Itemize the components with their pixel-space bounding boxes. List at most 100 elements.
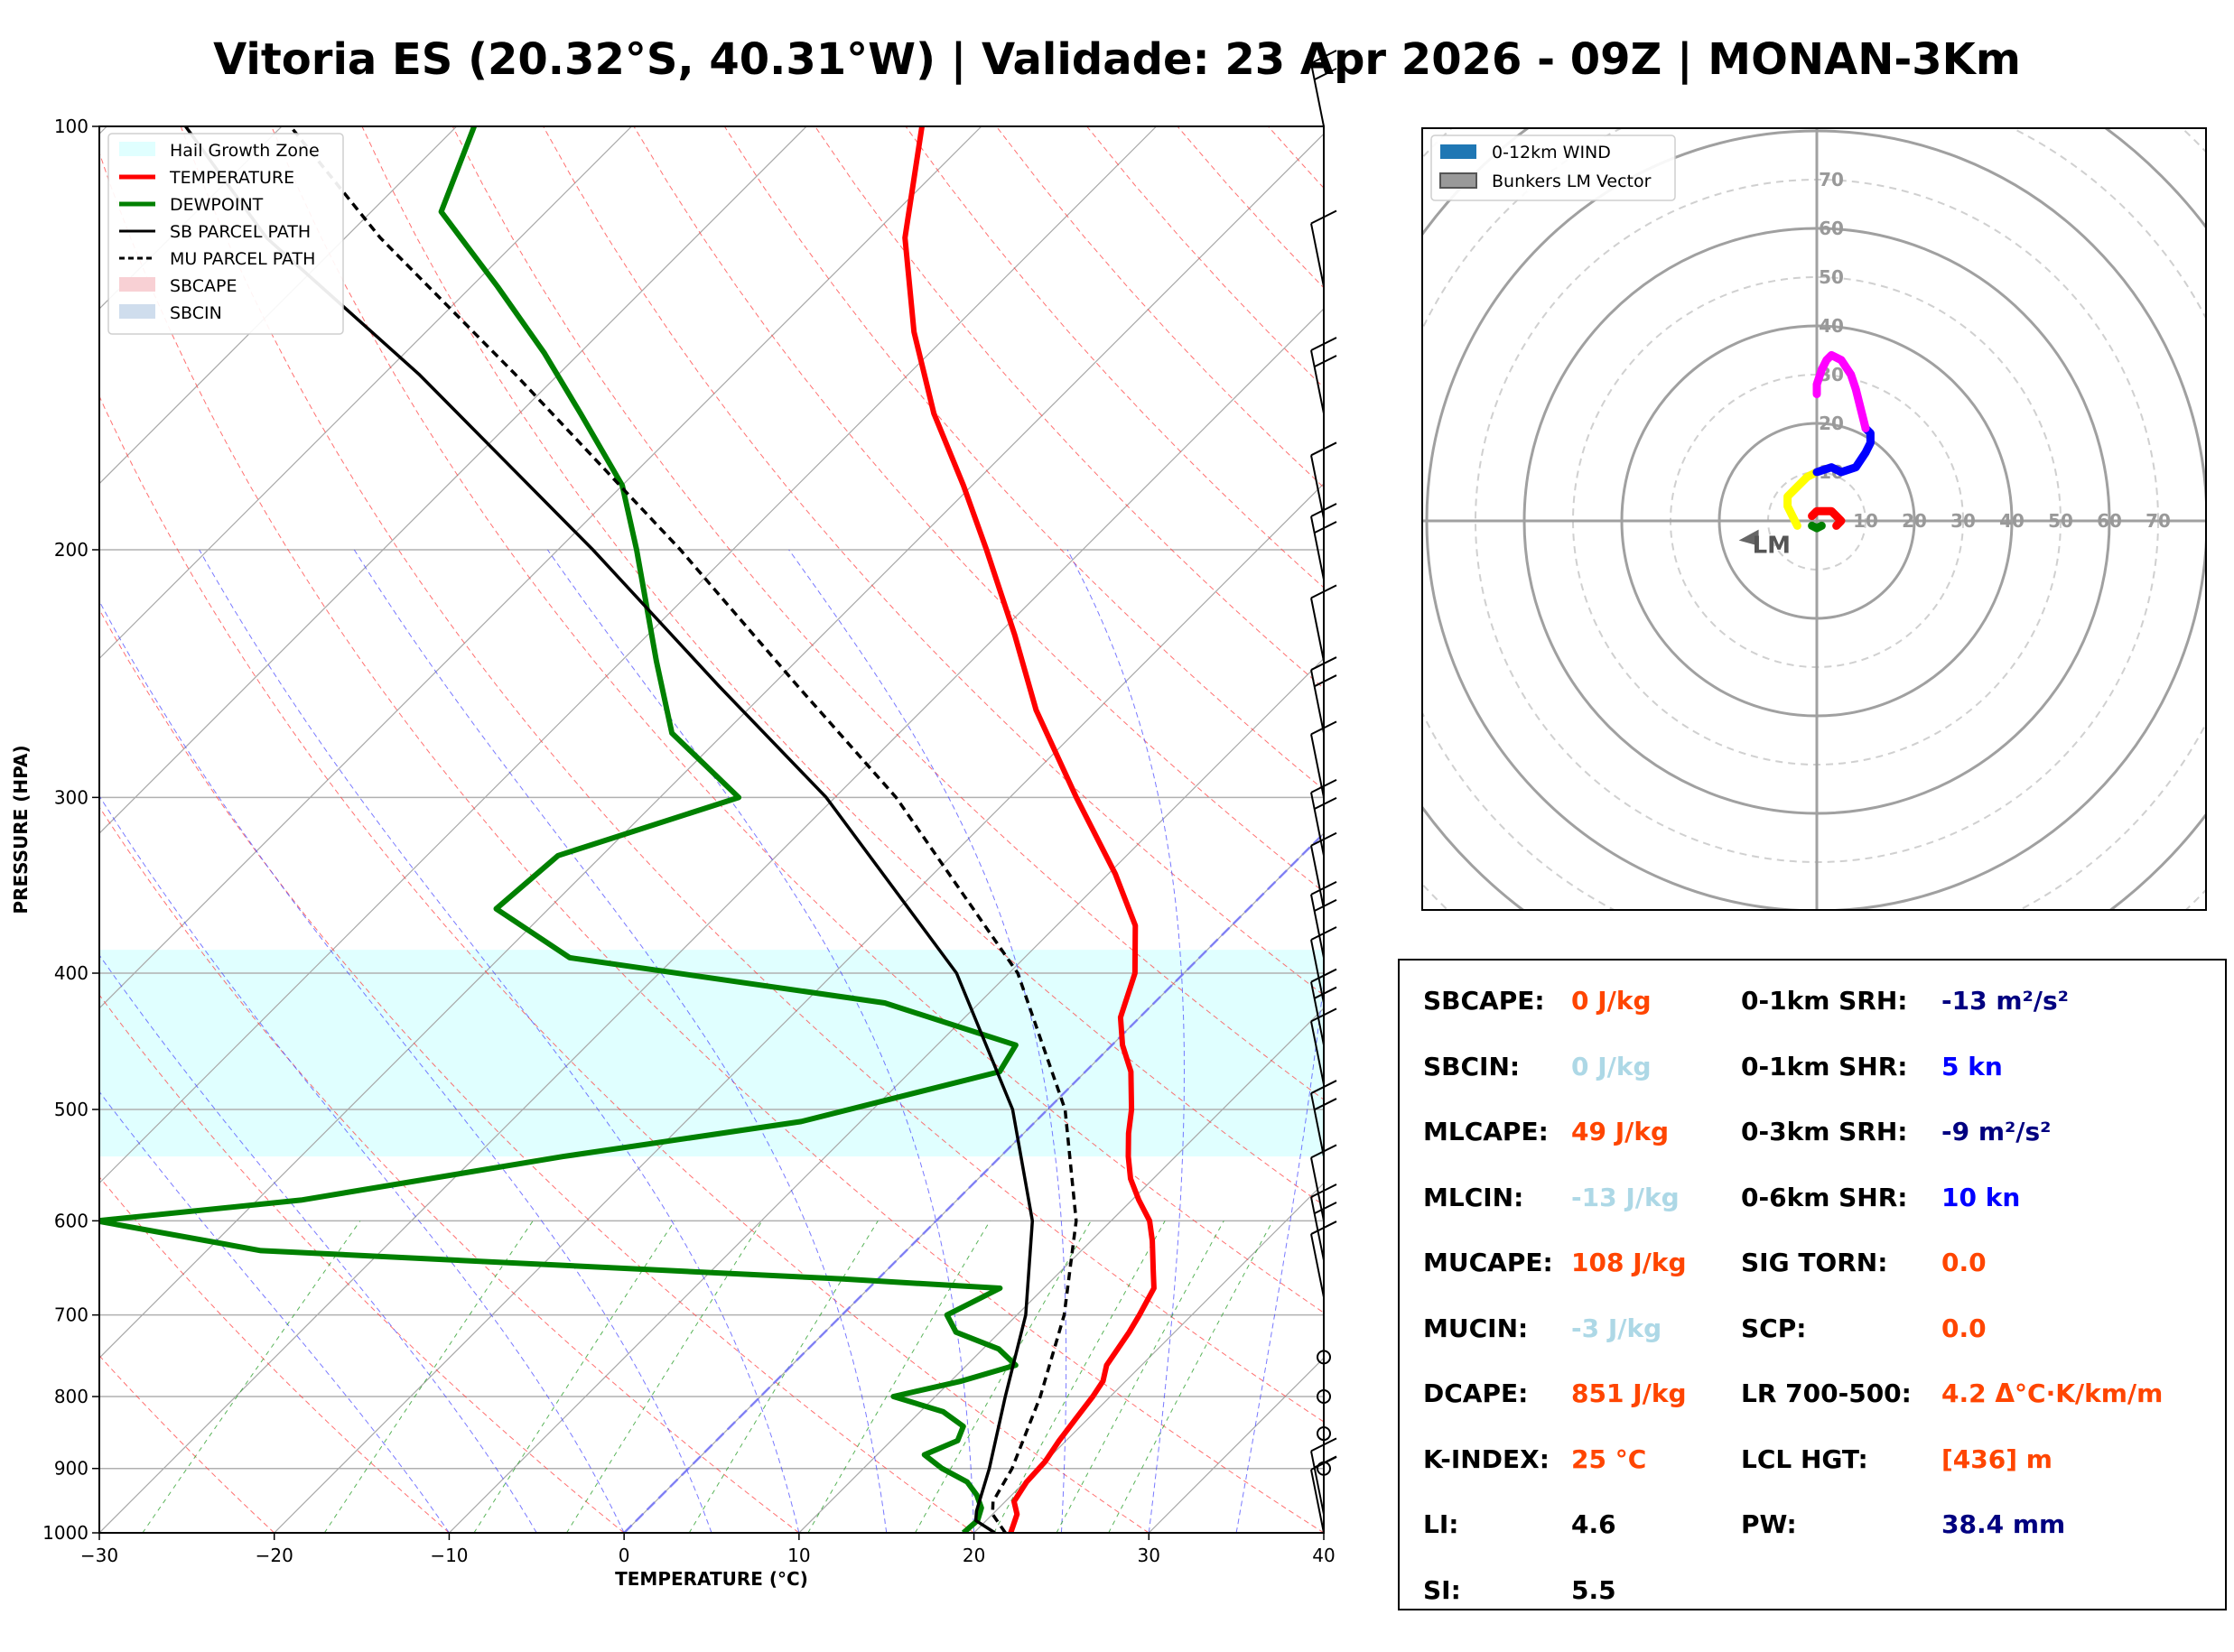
param-value: 5.5 <box>1571 1574 1616 1605</box>
wind-barb <box>1310 1456 1337 1534</box>
ring-label-y: 20 <box>1819 413 1844 434</box>
param-label: MLCAPE: <box>1423 1117 1549 1146</box>
x-tick-label: 40 <box>1312 1545 1335 1566</box>
param-value: 38.4 mm <box>1941 1509 2066 1539</box>
legend-label: SBCIN <box>170 303 222 323</box>
y-tick-label: 800 <box>54 1386 88 1407</box>
x-tick-label: 20 <box>963 1545 985 1566</box>
param-value: 25 °C <box>1571 1443 1647 1474</box>
isotherm-line <box>99 126 807 834</box>
x-tick-label: 10 <box>787 1545 810 1566</box>
mixing-ratio-line <box>807 1220 991 1533</box>
ring-label-x: 10 <box>1853 510 1878 532</box>
hodograph-ring <box>1232 0 2234 1106</box>
param-value: 49 J/kg <box>1571 1117 1670 1146</box>
hodograph-ring <box>1422 128 2206 910</box>
param-value: 108 J/kg <box>1571 1248 1687 1277</box>
barb-flag <box>1314 521 1337 534</box>
param-value: -13 m²/s² <box>1941 986 2069 1016</box>
barb-flag <box>1314 1202 1337 1214</box>
legend-label: SBCAPE <box>170 276 237 296</box>
legend-patch <box>119 142 155 156</box>
dry-adiabat <box>99 1176 450 1533</box>
barb-flag <box>1310 831 1337 847</box>
x-axis-label: TEMPERATURE (°C) <box>615 1568 808 1590</box>
calm-circle <box>1317 1426 1331 1442</box>
barb-staff <box>1310 223 1325 287</box>
calm-circle <box>1317 1389 1331 1405</box>
barb-flag <box>1314 796 1337 810</box>
legend-label: TEMPERATURE <box>169 168 294 188</box>
barb-flag <box>1310 656 1337 671</box>
mixing-ratio-line <box>1108 1220 1273 1533</box>
ring-label-x: 40 <box>1999 510 2025 532</box>
hodograph-trace <box>1808 521 1826 533</box>
legend-label: SB PARCEL PATH <box>170 222 311 242</box>
barb-flag <box>1310 926 1337 941</box>
barb-flag <box>1310 720 1337 736</box>
wind-barb <box>1310 50 1337 127</box>
wind-barb <box>1310 880 1337 959</box>
barb-staff <box>1310 669 1325 734</box>
barb-flag <box>1314 1098 1337 1110</box>
legend-label: MU PARCEL PATH <box>170 249 315 269</box>
hodograph-legend: 0-12km WIND Bunkers LM Vector <box>1430 135 1676 201</box>
barb-flag <box>1314 674 1337 687</box>
storm-vector-arrow <box>1738 529 1759 546</box>
barb-flag <box>1314 898 1337 912</box>
barb-flag <box>1310 1183 1337 1198</box>
barb-flag <box>1310 1220 1337 1235</box>
wind-barb <box>1310 584 1337 662</box>
ring-label-x: 50 <box>2048 510 2073 532</box>
y-axis-label: PRESSURE (HPA) <box>10 745 32 914</box>
wind-barb <box>1310 778 1337 857</box>
ring-label-y: 50 <box>1819 266 1844 288</box>
moist-adiabat <box>99 600 712 1533</box>
moist-adiabat <box>199 549 800 1533</box>
x-tick-label: −20 <box>256 1545 293 1566</box>
legend-label: Hail Growth Zone <box>170 141 320 161</box>
barb-flag <box>1310 1007 1337 1023</box>
param-label: MLCIN: <box>1423 1182 1524 1212</box>
barb-flag <box>1310 1437 1337 1452</box>
param-value: [436] m <box>1941 1443 2052 1474</box>
param-label: LR 700-500: <box>1741 1378 1912 1408</box>
mixing-ratio-line <box>688 1220 879 1533</box>
legend-label: 0-12km WIND <box>1492 143 1611 162</box>
barb-flag <box>1310 778 1337 794</box>
barb-flag <box>1314 68 1337 80</box>
param-label: LI: <box>1423 1509 1459 1539</box>
isotherm-line <box>99 126 632 660</box>
param-value: 5 kn <box>1941 1051 2003 1081</box>
barb-flag <box>1310 50 1337 64</box>
figure-title: Vitoria ES (20.32°S, 40.31°W) | Validade… <box>213 34 2021 85</box>
wind-barb <box>1310 968 1337 1045</box>
wind-barb <box>1310 1007 1337 1085</box>
mixing-ratio-line <box>915 1220 1092 1533</box>
hodograph-frame <box>1421 127 2207 911</box>
param-value: 0 J/kg <box>1571 1051 1652 1081</box>
wind-barb <box>1317 1389 1331 1405</box>
y-tick-label: 1000 <box>42 1522 88 1544</box>
x-tick-label: −30 <box>80 1545 118 1566</box>
dry-adiabat <box>99 394 1150 1533</box>
wind-barb <box>1310 337 1337 414</box>
param-value: -3 J/kg <box>1571 1313 1662 1343</box>
ring-label-y: 60 <box>1819 218 1844 239</box>
isotherm-line <box>99 126 283 310</box>
barb-staff <box>1310 845 1325 909</box>
series-sb-parcel-path <box>184 126 1035 1533</box>
barb-flag <box>1310 880 1337 896</box>
legend-patch <box>119 304 155 319</box>
hail-growth-zone <box>99 950 1324 1157</box>
legend-patch <box>1440 144 1476 159</box>
param-label: 0-1km SRH: <box>1741 986 1908 1016</box>
isotherm-line <box>99 126 458 485</box>
moist-adiabat <box>353 549 888 1533</box>
isotherm-line <box>274 482 1324 1533</box>
y-tick-label: 500 <box>54 1099 88 1120</box>
dry-adiabat <box>543 126 1324 997</box>
legend-patch <box>1439 172 1477 189</box>
mixing-ratio-line <box>323 1220 534 1533</box>
